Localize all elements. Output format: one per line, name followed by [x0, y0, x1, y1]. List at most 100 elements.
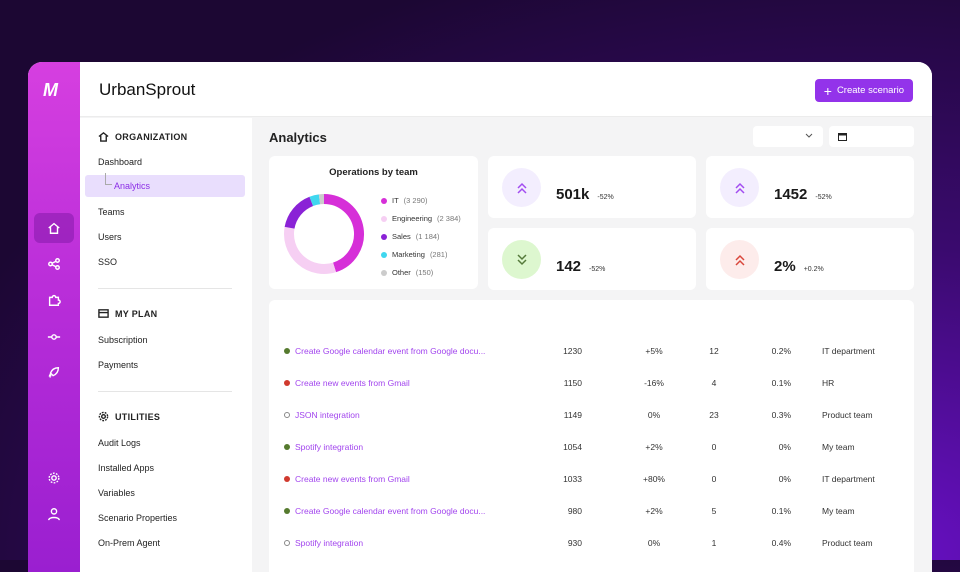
sidebar-item-scenario-properties[interactable]: Scenario Properties — [98, 513, 177, 523]
section-my-plan: MY PLAN — [98, 308, 157, 319]
rail-apps[interactable] — [34, 285, 74, 315]
percent-cell: 0% — [744, 474, 791, 484]
kpi-value: 142-52% — [556, 258, 605, 275]
count-cell: 23 — [694, 410, 734, 420]
filter-dropdown[interactable] — [753, 126, 823, 147]
chevron-down-icon — [805, 133, 813, 139]
rail-scenarios[interactable] — [34, 249, 74, 279]
scenario-link[interactable]: JSON integration — [295, 410, 360, 420]
legend-label: IT — [392, 196, 399, 205]
table-row: Create new events from Gmail 1033 +80% 0… — [284, 472, 914, 488]
legend-value: (1 184) — [416, 232, 440, 241]
sidebar-item-audit-logs[interactable]: Audit Logs — [98, 438, 141, 448]
gear-icon — [47, 471, 61, 485]
sidebar-item-users[interactable]: Users — [98, 232, 122, 242]
sidebar-item-dashboard[interactable]: Dashboard — [98, 157, 142, 167]
sidebar-item-payments[interactable]: Payments — [98, 360, 138, 370]
create-scenario-button[interactable]: +Create scenario — [815, 79, 913, 102]
donut-chart — [283, 193, 365, 275]
change-cell: +2% — [624, 506, 684, 516]
percent-cell: 0% — [744, 442, 791, 452]
calendar-icon — [838, 132, 847, 141]
legend-item: Engineering(2 384) — [381, 214, 461, 223]
commit-icon — [47, 330, 61, 344]
legend-swatch — [381, 234, 387, 240]
status-dot — [284, 540, 290, 546]
scenario-link[interactable]: Spotify integration — [295, 442, 363, 452]
date-picker[interactable] — [829, 126, 914, 147]
percent-cell: 0.1% — [744, 506, 791, 516]
plus-icon: + — [824, 83, 832, 99]
section-organization: ORGANIZATION — [98, 131, 187, 142]
rail-profile[interactable] — [34, 499, 74, 529]
scenario-link[interactable]: Create new events from Gmail — [295, 474, 410, 484]
kpi-change: -52% — [589, 266, 605, 273]
operations-by-team-card: Operations by team IT (3 290) Engineering(… — [269, 156, 478, 289]
percent-cell: 0.4% — [744, 538, 791, 548]
operations-cell: 1033 — [514, 474, 582, 484]
legend-label: Marketing — [392, 250, 425, 259]
chart-title: Operations by team — [269, 167, 478, 178]
kpi-icon-circle — [720, 240, 759, 279]
rail-launch[interactable] — [34, 358, 74, 388]
kpi-card: 501k-52% — [488, 156, 696, 218]
rail-settings[interactable] — [34, 463, 74, 493]
donut-slice-marketing — [311, 199, 319, 201]
section-utilities: UTILITIES — [98, 411, 160, 422]
sidebar-item-sso[interactable]: SSO — [98, 257, 117, 267]
scenario-link[interactable]: Spotify integration — [295, 538, 363, 548]
rocket-icon — [47, 366, 61, 380]
operations-cell: 1054 — [514, 442, 582, 452]
sidebar: ORGANIZATION Dashboard Analytics Teams U… — [80, 118, 252, 572]
operations-cell: 930 — [514, 538, 582, 548]
change-cell: 0% — [624, 538, 684, 548]
status-dot — [284, 412, 290, 418]
donut-slice-it — [324, 199, 359, 267]
team-cell: Product team — [822, 410, 873, 420]
donut-slice-engineering — [289, 228, 335, 269]
table-row: Create Google calendar event from Google… — [284, 344, 914, 360]
sidebar-item-installed-apps[interactable]: Installed Apps — [98, 463, 154, 473]
home-icon — [98, 131, 109, 142]
sidebar-item-subscription[interactable]: Subscription — [98, 335, 148, 345]
count-cell: 5 — [694, 506, 734, 516]
divider — [98, 391, 232, 392]
sidebar-item-analytics[interactable]: Analytics — [85, 175, 245, 197]
change-cell: +5% — [624, 346, 684, 356]
kpi-card: 142-52% — [488, 228, 696, 290]
kpi-icon-circle — [502, 168, 541, 207]
home-icon — [47, 221, 61, 235]
percent-cell: 0.1% — [744, 378, 791, 388]
team-cell: IT department — [822, 346, 875, 356]
change-cell: +2% — [624, 442, 684, 452]
legend-value: (3 290) — [404, 196, 428, 205]
header: UrbanSprout +Create scenario — [80, 62, 932, 117]
scenario-link[interactable]: Create Google calendar event from Google… — [295, 506, 485, 516]
kpi-value: 501k-52% — [556, 186, 614, 203]
scenario-link[interactable]: Create new events from Gmail — [295, 378, 410, 388]
sidebar-item-teams[interactable]: Teams — [98, 207, 125, 217]
credit-card-icon — [98, 308, 109, 319]
legend-label: Sales — [392, 232, 411, 241]
scenario-link[interactable]: Create Google calendar event from Google… — [295, 346, 485, 356]
main-content: Analytics Operations by team IT(3 290)En… — [252, 118, 932, 572]
operations-cell: 980 — [514, 506, 582, 516]
status-dot — [284, 476, 290, 482]
chevrons-up-icon — [733, 181, 747, 195]
kpi-value: 2%+0.2% — [774, 258, 824, 275]
share-icon — [47, 257, 61, 271]
operations-cell: 1149 — [514, 410, 582, 420]
rail-connections[interactable] — [34, 322, 74, 352]
status-dot — [284, 348, 290, 354]
scenarios-table: Create Google calendar event from Google… — [269, 300, 914, 572]
nav-rail: M — [28, 62, 80, 572]
count-cell: 0 — [694, 474, 734, 484]
chevrons-up-icon — [515, 181, 529, 195]
kpi-card: 2%+0.2% — [706, 228, 914, 290]
kpi-icon-circle — [502, 240, 541, 279]
donut-slice-sales — [290, 201, 312, 227]
sidebar-item-variables[interactable]: Variables — [98, 488, 135, 498]
sidebar-item-on-prem-agent[interactable]: On-Prem Agent — [98, 538, 160, 548]
rail-home[interactable] — [34, 213, 74, 243]
puzzle-icon — [47, 293, 61, 307]
